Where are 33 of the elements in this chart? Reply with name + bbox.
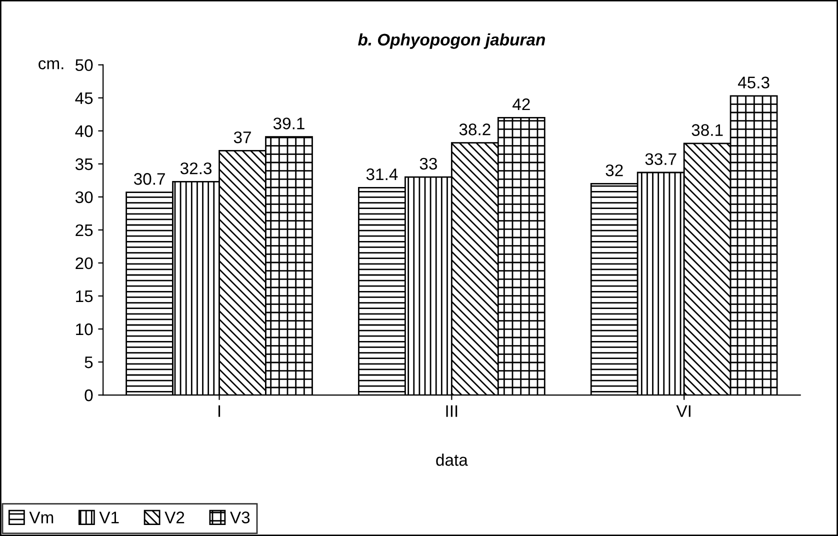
legend-label: V3 (230, 512, 250, 524)
data-label: 33.7 (645, 153, 676, 166)
legend-label: V1 (99, 512, 119, 524)
y-tick-label: 0 (84, 389, 93, 402)
x-tick-label: VI (676, 405, 690, 417)
y-tick-label: 35 (75, 158, 93, 170)
y-tick-label: 50 (75, 59, 93, 72)
data-label: 31.4 (366, 168, 398, 180)
data-label: 30.7 (134, 173, 165, 185)
y-tick-label: 45 (75, 92, 93, 104)
data-label: 37 (234, 131, 251, 144)
data-label: 42 (512, 98, 530, 110)
data-label: 39.1 (273, 118, 304, 130)
data-label: 45.3 (738, 76, 770, 88)
y-tick-label: 20 (76, 257, 93, 270)
y-tick-label: 40 (75, 125, 93, 138)
data-label: 32 (606, 164, 623, 176)
data-label: 38.2 (459, 124, 490, 136)
chart-title: b. Ophyopogon jaburan (358, 33, 545, 49)
data-label: 32.3 (180, 162, 212, 174)
y-tick-label: 30 (75, 191, 93, 204)
y-tick-label: 10 (76, 323, 93, 336)
x-tick-label: I (218, 405, 220, 417)
x-tick-label: III (446, 405, 458, 417)
y-tick-label: 5 (84, 356, 93, 368)
y-tick-label: 25 (76, 224, 93, 236)
y-tick-label: 15 (76, 290, 93, 302)
data-label: 38.1 (692, 124, 723, 136)
data-label: 33 (420, 158, 437, 170)
y-axis-title: cm. (38, 60, 64, 70)
legend-label: V2 (164, 512, 184, 524)
legend-label: Vm (29, 512, 54, 524)
x-axis-title: data (436, 454, 468, 466)
